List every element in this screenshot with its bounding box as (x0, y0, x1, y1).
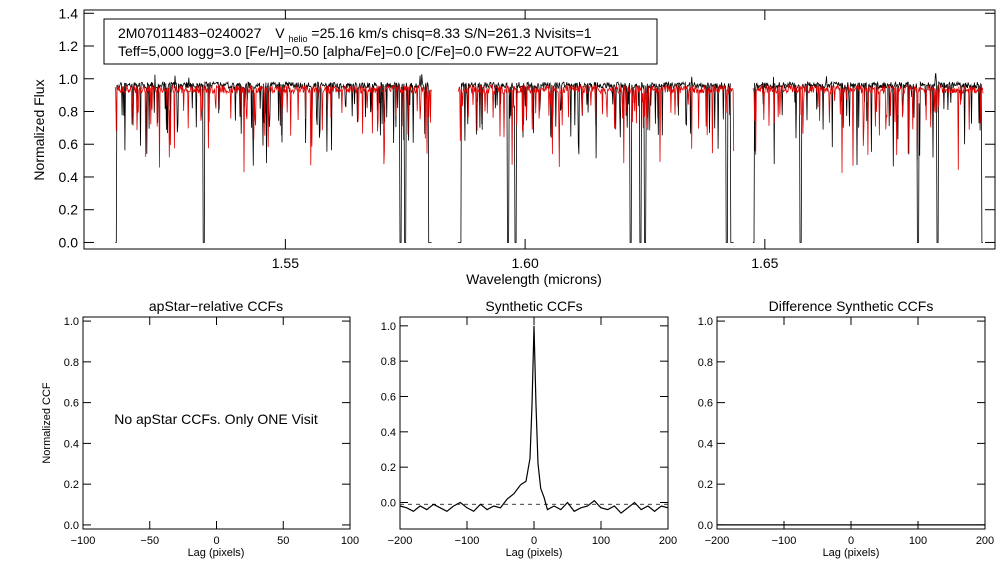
apstar-ccf-ticks: 0.0 0.2 0.4 0.6 0.8 1.0 −100 −50 0 50 100 (64, 316, 359, 547)
synthetic-ccf-curve (399, 325, 669, 514)
spectrum-xtick-label: 1.60 (511, 255, 538, 271)
spectrum-ytick-label: 0.2 (59, 202, 79, 218)
synthetic-ccf-title: Synthetic CCFs (485, 298, 582, 314)
ccf-xtick-label: −200 (388, 535, 413, 547)
ccf-xtick-label: 100 (909, 535, 927, 547)
ccf-ytick-label: 1.0 (698, 316, 713, 328)
model-spectrum-line (114, 83, 432, 173)
info-box (103, 18, 658, 65)
synthetic-ccf-ticks: 0.0 0.2 0.4 0.6 0.8 1.0 −200 −100 0 100 200 (381, 317, 677, 547)
ccf-ytick-label: 0.6 (64, 398, 79, 410)
difference-ccf-ticks: 0.0 0.2 0.4 0.6 0.8 1.0 −200 −100 0 100 200 (698, 316, 994, 547)
ccf-ytick-label: 0.0 (698, 520, 713, 532)
difference-ccf-panel: Difference Synthetic CCFs 0.00.20.40.60.… (698, 298, 994, 559)
spectrum-ytick-label: 1.0 (59, 71, 79, 87)
ccf-ytick-label: 0.2 (381, 462, 396, 474)
spectrum-xtick-label: 1.65 (751, 255, 778, 271)
spectrum-ytick-label: 1.4 (59, 5, 79, 21)
difference-ccf-frame (716, 316, 986, 530)
ccf-xtick-label: −100 (772, 535, 797, 547)
spectrum-ytick-label: 1.2 (59, 38, 79, 54)
ccf-ytick-label: 0.4 (381, 427, 396, 439)
difference-ccf-xlabel: Lag (pixels) (823, 547, 880, 559)
ccf-xtick-label: 100 (341, 535, 359, 547)
spectrum-xtick-label: 1.55 (272, 255, 299, 271)
star-id: 2M07011483−0240027 (118, 25, 262, 41)
info-line-2: Teff=5,000 logg=3.0 [Fe/H]=0.50 [alpha/F… (118, 43, 619, 59)
vhelio-subscript: helio (289, 34, 308, 44)
vhelio-stats: =25.16 km/s chisq=8.33 S/N=261.3 Nvisits… (311, 25, 591, 41)
spectrum-panel: 0.0 0.2 0.4 0.6 0.8 1.0 1.2 1.4 1.55 1.60 1.65 Wa… (31, 5, 996, 287)
ccf-ytick-label: 0.2 (64, 479, 79, 491)
ccf-ytick-label: 0.4 (64, 438, 79, 450)
spectrum-ytick-label: 0.6 (59, 136, 79, 152)
ccf-xtick-label: −200 (705, 535, 730, 547)
model-spectrum-line (752, 83, 984, 173)
ccf-xtick-label: 200 (659, 535, 677, 547)
synthetic-ccf-panel: Synthetic CCFs 0.0 0.2 0.4 0.6 0.8 1.0 −200 −10… (381, 298, 677, 559)
spectrum-ytick-label: 0.8 (59, 103, 79, 119)
ccf-xtick-label: −100 (71, 535, 96, 547)
synthetic-ccf-plot (399, 325, 669, 514)
apstar-ccf-annotation: No apStar CCFs. Only ONE Visit (114, 411, 318, 427)
ccf-xtick-label: −100 (455, 535, 480, 547)
ccf-ytick-label: 0.8 (64, 357, 79, 369)
ccf-xtick-label: 50 (277, 535, 289, 547)
ccf-ytick-label: 0.6 (698, 398, 713, 410)
ccf-xtick-label: −50 (140, 535, 159, 547)
apstar-ccf-xlabel: Lag (pixels) (188, 547, 245, 559)
ccf-ytick-label: 0.0 (64, 520, 79, 532)
ccf-ytick-label: 0.4 (698, 438, 713, 450)
spectrum-frame (83, 9, 996, 250)
spectrum-ylabel: Normalized Flux (31, 79, 47, 180)
ccf-xtick-label: 200 (976, 535, 994, 547)
ccf-xtick-label: 0 (531, 535, 537, 547)
vhelio-prefix: V (275, 25, 285, 41)
ccf-xtick-label: 0 (213, 535, 219, 547)
ccf-ytick-label: 0.0 (381, 498, 396, 510)
difference-ccf-title: Difference Synthetic CCFs (769, 298, 934, 314)
ccf-ytick-label: 1.0 (64, 316, 79, 328)
ccf-xtick-label: 100 (592, 535, 610, 547)
info-line-1: 2M07011483−0240027 V helio =25.16 km/s c… (118, 25, 592, 45)
spectrum-ytick-label: 0.4 (59, 169, 79, 185)
ccf-ytick-label: 0.8 (698, 357, 713, 369)
ccf-ytick-label: 1.0 (381, 321, 396, 333)
ccf-ytick-label: 0.6 (381, 392, 396, 404)
ccf-ytick-label: 0.8 (381, 356, 396, 368)
synthetic-ccf-xlabel: Lag (pixels) (506, 547, 563, 559)
apstar-ccf-ylabel: Normalized CCF (41, 382, 53, 464)
ccf-xtick-label: 0 (848, 535, 854, 547)
model-spectrum-line (457, 84, 735, 167)
spectrum-yticks: 0.0 0.2 0.4 0.6 0.8 1.0 1.2 1.4 (59, 5, 995, 250)
apstar-ccf-title: apStar−relative CCFs (149, 298, 283, 314)
spectrum-lines (114, 73, 984, 243)
spectrum-xticks: 1.55 1.60 1.65 (272, 10, 779, 271)
ccf-ytick-label: 0.2 (698, 479, 713, 491)
spectrum-ytick-label: 0.0 (59, 234, 79, 250)
apstar-ccf-panel: apStar−relative CCFs 0.0 0.2 0.4 0.6 0.8 1.0 −… (41, 298, 359, 559)
spectrum-xlabel: Wavelength (microns) (466, 271, 602, 287)
observed-spectrum-line (752, 73, 983, 243)
